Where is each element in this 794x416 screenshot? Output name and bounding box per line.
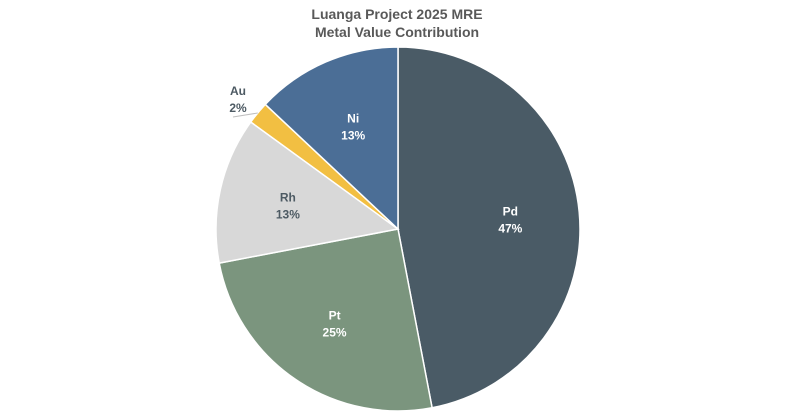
chart-title: Luanga Project 2025 MRE Metal Value Cont… — [0, 5, 794, 41]
pie-slice-rh — [215, 120, 400, 264]
data-label-pt: Pt 25% — [323, 308, 347, 339]
data-label-au: Au 2% — [229, 84, 247, 115]
leader-line-au — [232, 112, 258, 118]
pie-slice-pt — [218, 228, 433, 412]
data-label-ni: Ni 13% — [341, 111, 365, 142]
pie-slice-pd — [397, 46, 581, 409]
data-label-rh: Rh 13% — [276, 190, 300, 221]
chart-title-line1: Luanga Project 2025 MRE — [311, 6, 483, 22]
data-label-pd: Pd 47% — [498, 204, 522, 235]
chart-title-line2: Metal Value Contribution — [314, 24, 480, 40]
pie-slice-ni — [264, 46, 399, 231]
